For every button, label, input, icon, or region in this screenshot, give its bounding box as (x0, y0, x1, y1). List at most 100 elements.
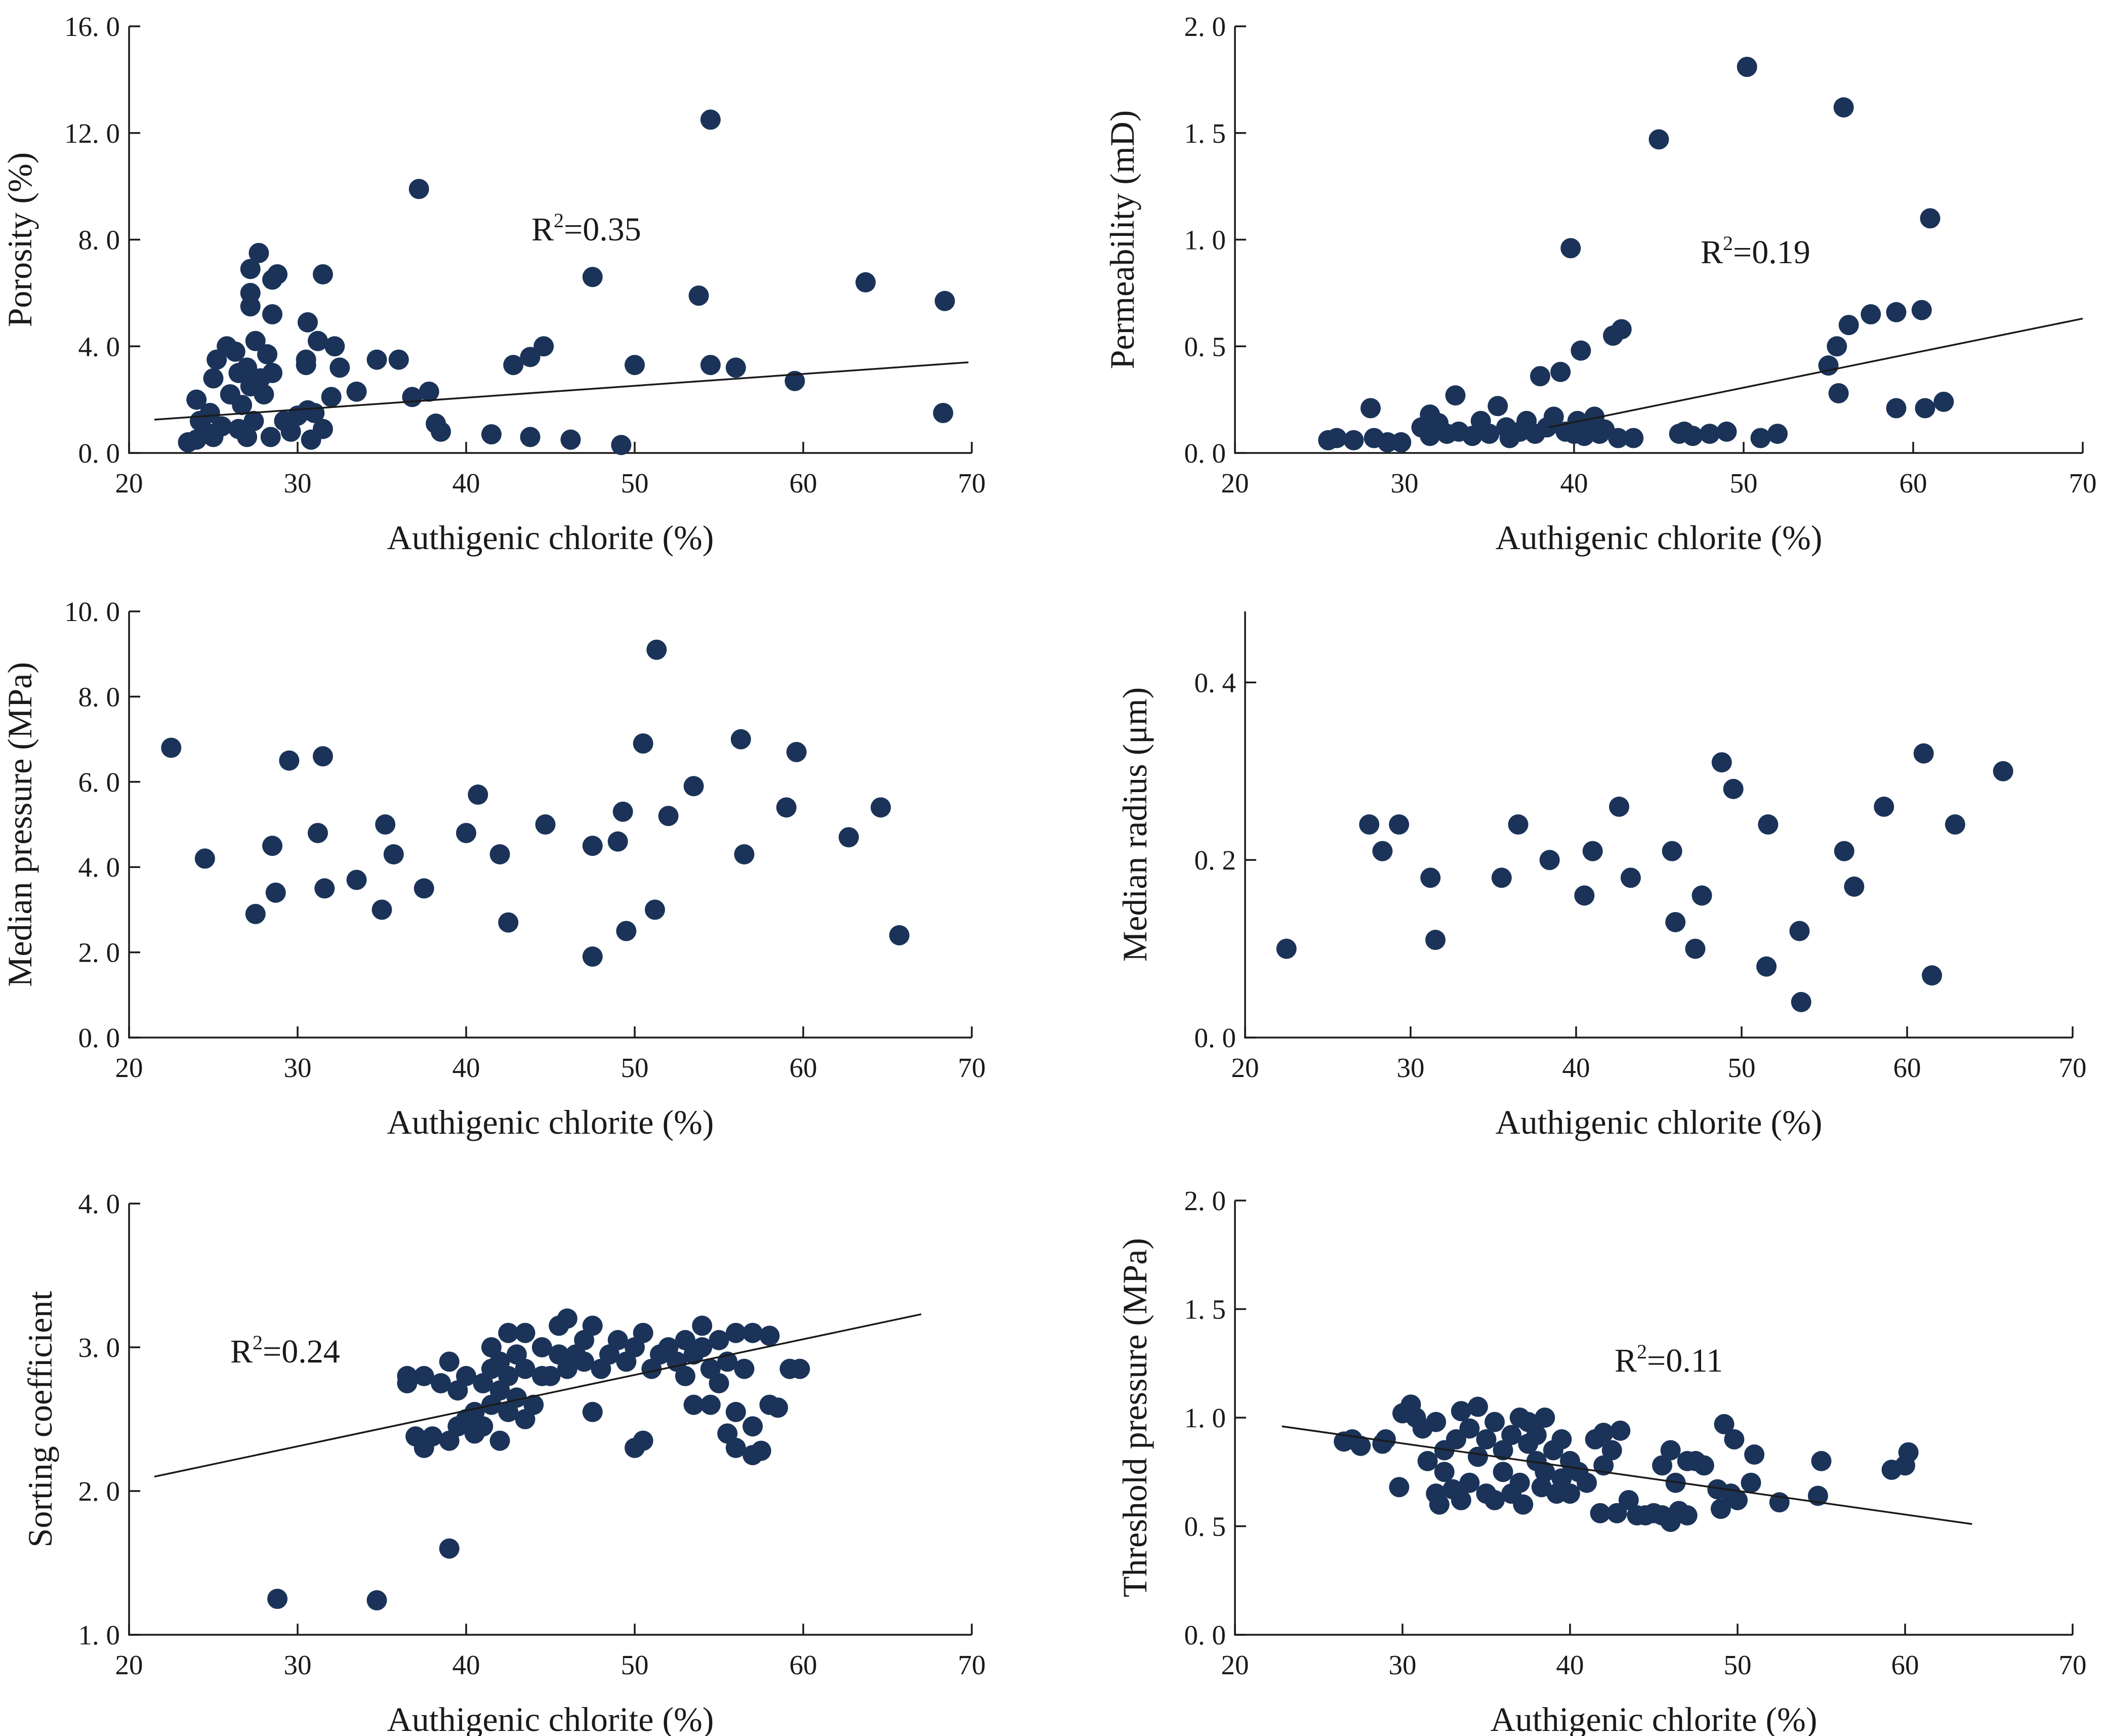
trend-line (154, 1313, 922, 1478)
data-point (203, 368, 224, 389)
x-tick-label: 70 (958, 1052, 986, 1083)
data-point (1844, 876, 1865, 897)
data-point (414, 878, 434, 899)
data-point (751, 1440, 771, 1461)
data-point (1467, 1396, 1488, 1417)
data-point (633, 1322, 653, 1343)
x-tick-label: 60 (790, 468, 817, 499)
data-point (1462, 426, 1482, 446)
data-point (520, 427, 541, 447)
data-point (515, 1358, 535, 1379)
y-tick-label: 0. 2 (1194, 845, 1236, 876)
data-point (375, 814, 396, 835)
data-point (612, 801, 633, 822)
x-tick-label: 50 (1728, 1052, 1756, 1083)
r2-annotation-porosity: R2=0.35 (531, 209, 641, 248)
x-tick-label: 50 (1724, 1649, 1752, 1680)
data-point (1915, 398, 1935, 419)
data-point (243, 410, 264, 431)
data-point (1451, 1401, 1471, 1422)
data-point (734, 1358, 755, 1379)
trend-line (1548, 317, 2083, 429)
r2-exponent-threshold-pressure: 2 (1637, 1340, 1647, 1363)
x-tick-label: 20 (115, 468, 143, 499)
r2-base-porosity: R (531, 211, 554, 248)
plot-sorting-coefficient: 20 30 40 50 60 70 1. 0 2. 0 3. 0 4. 0 (78, 1188, 986, 1680)
data-point (1685, 938, 1706, 959)
r2-base-sorting-coefficient: R (230, 1333, 253, 1370)
data-point (346, 870, 367, 890)
data-point (498, 912, 519, 933)
data-point (1911, 300, 1932, 320)
data-point (1767, 424, 1788, 444)
data-point (1716, 421, 1737, 442)
data-point (633, 1430, 653, 1451)
axes-frame (1234, 1201, 2073, 1636)
data-point (249, 242, 269, 263)
data-point (186, 389, 207, 410)
y-axis-label-sorting-coefficient: Sorting coefficient (21, 1291, 59, 1548)
plot-permeability: 20 30 40 50 60 70 0. 0 0. 5 1. 0 1. 5 2. 0 (1184, 11, 2097, 499)
r2-annotation-permeability: R2=0.19 (1701, 232, 1810, 271)
data-point (855, 272, 876, 293)
data-point (692, 1315, 713, 1336)
data-point (1459, 1472, 1480, 1493)
data-point (1372, 841, 1393, 861)
data-point (1535, 1462, 1555, 1482)
trend-line (154, 361, 969, 421)
r2-exponent-porosity: 2 (554, 209, 564, 232)
data-point (329, 357, 350, 378)
panel-permeability: 20 30 40 50 60 70 0. 0 0. 5 1. 0 1. 5 2. 0 Authige… (1103, 11, 2097, 557)
data-point (1459, 1418, 1480, 1439)
y-axis-label-porosity: Porosity (%) (1, 152, 39, 327)
data-point (1682, 426, 1703, 446)
data-point (776, 797, 797, 818)
panel-porosity: 20 30 40 50 60 70 0. 0 4. 0 8. 0 12. 0 16. 0 Authi… (1, 11, 986, 557)
x-tick-label: 40 (1556, 1649, 1584, 1680)
x-axis-label-porosity: Authigenic chlorite (%) (387, 518, 714, 557)
data-point (1327, 428, 1347, 448)
data-point (397, 1373, 418, 1393)
data-point (730, 729, 751, 750)
y-tick-label: 1. 0 (78, 1620, 120, 1650)
data-point (245, 330, 266, 351)
y-tick-label: 0. 0 (78, 1022, 120, 1053)
data-point (582, 836, 603, 856)
data-point (709, 1330, 729, 1350)
data-point (1618, 1490, 1639, 1511)
data-point (1590, 1503, 1611, 1523)
data-point (1606, 1503, 1627, 1523)
x-tick-label: 30 (1397, 1052, 1425, 1083)
x-tick-label: 20 (1231, 1052, 1259, 1083)
data-point (1577, 1472, 1597, 1493)
data-point (675, 1366, 695, 1386)
axes-frame (128, 1204, 972, 1636)
data-point (700, 109, 721, 130)
data-point (1493, 1462, 1513, 1482)
data-point (468, 784, 488, 805)
r2-value-threshold-pressure: =0.11 (1647, 1342, 1723, 1379)
y-axis-label-permeability: Permeability (mD) (1103, 110, 1141, 369)
trend-line (1282, 1425, 1972, 1525)
x-tick-label: 60 (790, 1052, 817, 1083)
data-point (582, 1315, 603, 1336)
data-point (1426, 1412, 1447, 1432)
data-point (1359, 814, 1380, 835)
y-tick-label: 0. 4 (1194, 667, 1236, 698)
x-tick-label: 20 (115, 1649, 143, 1680)
data-point (582, 946, 603, 967)
data-point (307, 822, 328, 843)
data-point (1623, 428, 1644, 448)
x-tick-label: 50 (621, 1052, 649, 1083)
data-point (161, 737, 182, 758)
y-tick-label: 3. 0 (78, 1332, 120, 1363)
data-point (419, 381, 439, 402)
data-point (1727, 1490, 1748, 1511)
data-point (254, 384, 274, 405)
data-point (768, 1397, 789, 1418)
data-point (1350, 1435, 1371, 1456)
data-point (1694, 1455, 1714, 1476)
data-point (1501, 1425, 1522, 1445)
x-tick-label: 40 (1562, 1052, 1590, 1083)
y-tick-label: 1. 0 (1184, 225, 1226, 256)
